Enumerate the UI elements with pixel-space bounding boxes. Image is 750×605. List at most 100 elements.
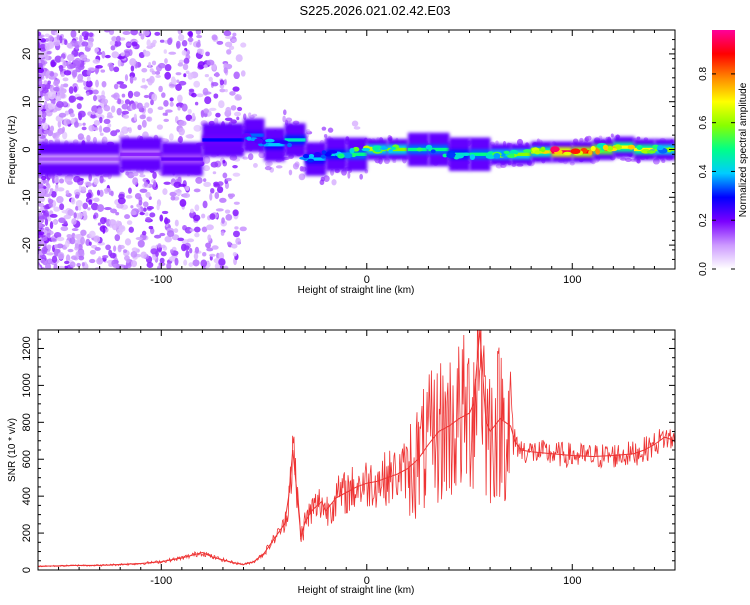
- speckle-dot: [104, 54, 111, 59]
- speckle-dot: [124, 214, 131, 220]
- speckle-dot: [56, 196, 64, 204]
- speckle-dot: [232, 252, 237, 257]
- speckle-dot: [224, 41, 233, 48]
- speckle-dot: [39, 182, 44, 189]
- snr-fluctuation-line: [38, 330, 675, 568]
- speckle-dot: [53, 263, 58, 269]
- speckle-dot: [66, 119, 71, 125]
- ridge-segment: [284, 123, 306, 157]
- speckle-dot: [232, 230, 240, 238]
- y-tick-label: 800: [21, 413, 33, 431]
- speckle-dot: [189, 228, 195, 232]
- x-tick-label: -100: [150, 575, 172, 587]
- speckle-dot: [53, 86, 60, 92]
- speckle-dot: [167, 37, 173, 45]
- speckle-dot: [111, 223, 119, 231]
- speckle-dot: [392, 159, 397, 164]
- speckle-dot: [161, 244, 166, 249]
- speckle-dot: [133, 113, 138, 122]
- speckle-dot: [142, 201, 149, 208]
- speckle-dot: [185, 70, 190, 74]
- speckle-dot: [43, 129, 52, 135]
- speckle-dot: [240, 42, 247, 48]
- speckle-dot: [178, 136, 183, 144]
- speckle-dot: [109, 208, 118, 214]
- speckle-dot: [170, 249, 174, 254]
- speckle-dot: [132, 172, 139, 177]
- ridge-peak: [510, 152, 532, 156]
- speckle-dot: [108, 63, 114, 72]
- speckle-dot: [114, 234, 121, 242]
- ridge-blob: [287, 142, 292, 148]
- speckle-dot: [144, 102, 150, 108]
- speckle-dot: [221, 217, 225, 224]
- speckle-dot: [192, 214, 201, 222]
- speckle-dot: [113, 66, 120, 73]
- speckle-dot: [126, 258, 130, 264]
- speckle-dot: [210, 187, 215, 194]
- speckle-dot: [183, 57, 190, 64]
- speckle-dot: [202, 251, 207, 257]
- speckle-dot: [65, 190, 70, 195]
- speckle-dot: [124, 50, 131, 58]
- speckle-dot: [226, 241, 232, 246]
- speckle-dot: [108, 249, 113, 257]
- speckle-dot: [124, 238, 132, 246]
- speckle-dot: [56, 236, 65, 242]
- ridge-blob: [265, 138, 275, 143]
- speckle-dot: [157, 265, 162, 269]
- speckle-dot: [45, 262, 52, 269]
- speckle-dot: [624, 157, 632, 163]
- speckle-dot: [50, 61, 56, 68]
- speckle-dot: [182, 193, 191, 198]
- speckle-dot: [93, 197, 100, 202]
- speckle-dot: [224, 209, 231, 214]
- speckle-dot: [569, 161, 575, 166]
- speckle-dot: [242, 156, 249, 160]
- speckle-dot: [351, 120, 359, 127]
- speckle-dot: [219, 79, 224, 86]
- speckle-dot: [44, 42, 50, 51]
- ridge-blob: [342, 152, 353, 159]
- speckle-dot: [75, 199, 83, 207]
- speckle-dot: [124, 74, 129, 82]
- speckle-dot: [175, 83, 182, 91]
- speckle-dot: [132, 177, 139, 186]
- speckle-dot: [44, 218, 49, 226]
- speckle-dot: [258, 151, 266, 159]
- speckle-dot: [67, 209, 74, 217]
- speckle-dot: [158, 85, 163, 93]
- speckle-dot: [69, 261, 76, 268]
- speckle-dot: [86, 91, 90, 96]
- speckle-dot: [108, 190, 114, 196]
- speckle-dot: [203, 155, 211, 164]
- speckle-dot: [50, 125, 55, 132]
- speckle-dot: [60, 73, 65, 78]
- speckle-dot: [196, 48, 203, 54]
- speckle-dot: [193, 226, 201, 233]
- speckle-dot: [196, 34, 203, 39]
- speckle-dot: [68, 61, 72, 65]
- speckle-dot: [232, 172, 241, 177]
- speckle-dot: [213, 93, 219, 99]
- spectrogram-y-ticks: -20 -10 0 10 20: [21, 29, 675, 270]
- spectrogram-ridge-layer: [38, 118, 675, 176]
- speckle-dot: [71, 232, 76, 239]
- speckle-dot: [69, 112, 75, 118]
- speckle-dot: [125, 194, 133, 199]
- speckle-dot: [193, 124, 202, 132]
- speckle-dot: [164, 58, 168, 64]
- speckle-dot: [170, 195, 176, 201]
- ridge-blob: [349, 147, 355, 154]
- speckle-dot: [231, 38, 237, 43]
- ridge-peak: [305, 157, 327, 161]
- speckle-dot: [163, 181, 171, 185]
- speckle-dot: [150, 99, 154, 106]
- speckle-dot: [194, 204, 200, 212]
- speckle-dot: [610, 133, 614, 138]
- speckle-dot: [77, 110, 86, 118]
- speckle-dot: [56, 187, 65, 192]
- speckle-dot: [38, 116, 43, 121]
- speckle-dot: [103, 207, 112, 211]
- speckle-dot: [72, 60, 81, 69]
